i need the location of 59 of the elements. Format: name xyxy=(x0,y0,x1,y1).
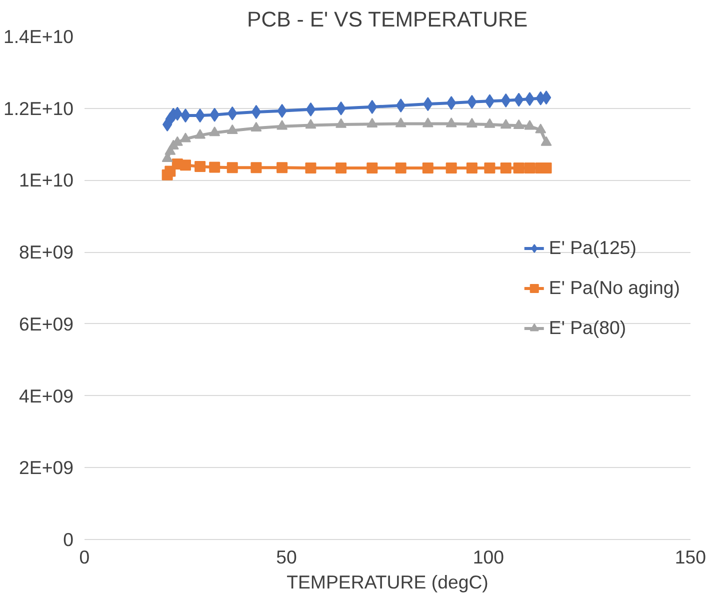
x-tick-label: 100 xyxy=(472,546,504,568)
point xyxy=(446,162,457,174)
point xyxy=(194,161,206,172)
y-tick-label: 0 xyxy=(63,529,74,550)
point xyxy=(524,92,535,106)
y-tick-label: 6E+09 xyxy=(19,313,74,334)
point xyxy=(524,162,536,174)
point xyxy=(250,122,262,132)
point xyxy=(422,118,434,128)
point xyxy=(180,132,191,142)
x-tick-label: 150 xyxy=(674,546,706,568)
point xyxy=(366,162,378,174)
point xyxy=(484,94,495,108)
y-tick-label: 1E+10 xyxy=(19,170,74,191)
legend-label: E' Pa(80) xyxy=(548,316,626,338)
point xyxy=(276,120,288,130)
point xyxy=(395,118,406,128)
y-tick-label: 4E+09 xyxy=(19,385,74,406)
chart-title: PCB - E' VS TEMPERATURE xyxy=(247,8,528,32)
point xyxy=(446,118,457,128)
x-tick-label: 0 xyxy=(79,546,90,568)
point xyxy=(422,162,434,174)
point xyxy=(395,162,406,174)
point xyxy=(513,162,524,174)
point xyxy=(194,129,206,139)
point xyxy=(336,118,347,128)
y-tick-label: 1.2E+10 xyxy=(3,98,74,119)
point xyxy=(251,104,262,119)
x-tick-label: 50 xyxy=(276,546,297,568)
point xyxy=(209,162,220,173)
point xyxy=(535,124,546,134)
point xyxy=(466,162,478,174)
point xyxy=(305,118,316,129)
x-axis-title: TEMPERATURE (degC) xyxy=(286,572,488,592)
point xyxy=(500,118,512,129)
legend-label: E' Pa(125) xyxy=(548,236,636,258)
point xyxy=(500,162,512,174)
point xyxy=(336,162,347,174)
point xyxy=(306,102,316,116)
point xyxy=(250,162,262,174)
point xyxy=(514,92,524,107)
point xyxy=(541,90,552,105)
point xyxy=(209,126,220,136)
point xyxy=(276,162,288,174)
point xyxy=(484,162,496,174)
point xyxy=(366,118,378,128)
point xyxy=(305,162,316,174)
point xyxy=(180,160,191,171)
point xyxy=(540,136,552,146)
legend-label: E' Pa(No aging) xyxy=(548,276,680,298)
point xyxy=(484,118,496,128)
y-tick-label: 2E+09 xyxy=(19,457,74,478)
point xyxy=(524,120,536,130)
y-tick-label: 1.4E+10 xyxy=(3,26,74,47)
y-tick-label: 8E+09 xyxy=(19,242,74,263)
point xyxy=(226,162,238,174)
point xyxy=(513,119,524,129)
point xyxy=(466,118,478,128)
point xyxy=(226,124,238,134)
